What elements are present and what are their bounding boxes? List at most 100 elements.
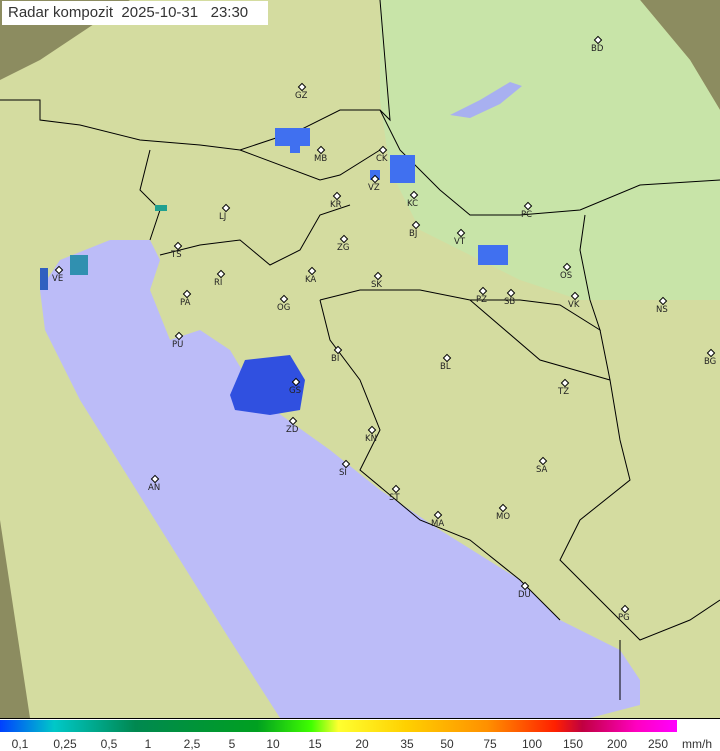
legend-tick-label: 75 xyxy=(483,737,497,751)
city-label-vt: VT xyxy=(454,237,466,247)
radar-map[interactable] xyxy=(0,0,720,719)
city-label-pc: PC xyxy=(521,210,533,220)
city-marker-icon xyxy=(221,203,231,213)
city-marker-icon xyxy=(182,289,192,299)
city-label-mb: MB xyxy=(314,154,328,164)
city-marker-icon xyxy=(433,510,443,520)
city-label-ts: TS xyxy=(171,250,182,260)
city-label-kr: KR xyxy=(330,200,342,210)
city-marker-icon xyxy=(378,145,388,155)
legend-tick-label: 20 xyxy=(355,737,369,751)
city-label-pg: PG xyxy=(618,613,630,623)
city-marker-icon xyxy=(339,234,349,244)
city-label-sa: SA xyxy=(536,465,548,475)
city-marker-icon xyxy=(658,296,668,306)
legend-tick-label: 35 xyxy=(400,737,414,751)
city-label-ns: NS xyxy=(656,305,668,315)
legend-tick-label: 1 xyxy=(144,737,152,751)
city-marker-icon xyxy=(150,474,160,484)
city-marker-icon xyxy=(373,271,383,281)
precipitation-echoes xyxy=(40,128,508,415)
city-marker-icon xyxy=(173,241,183,251)
legend-unit: mm/h xyxy=(682,737,712,751)
city-marker-icon xyxy=(391,484,401,494)
city-label-lj: LJ xyxy=(219,212,227,222)
city-label-vz: VZ xyxy=(368,183,380,193)
city-marker-icon xyxy=(620,604,630,614)
city-label-gs: GS xyxy=(289,386,301,396)
legend-tick-label: 10 xyxy=(266,737,280,751)
legend-tick-label: 100 xyxy=(521,737,543,751)
legend-tick-label: 0,25 xyxy=(53,737,77,751)
city-label-tz: TZ xyxy=(558,387,570,397)
city-label-ma: MA xyxy=(431,519,445,529)
legend-tick-label: 15 xyxy=(308,737,322,751)
city-marker-icon xyxy=(279,294,289,304)
legend-tick-label: 150 xyxy=(562,737,584,751)
city-label-bd: BD xyxy=(591,44,604,54)
city-marker-icon xyxy=(411,220,421,230)
city-marker-icon xyxy=(370,174,380,184)
precipitation-color-scale xyxy=(0,720,677,732)
city-marker-icon xyxy=(307,266,317,276)
city-label-sb: SB xyxy=(504,297,516,307)
city-marker-icon xyxy=(442,353,452,363)
city-marker-icon xyxy=(409,190,419,200)
city-marker-icon xyxy=(216,269,226,279)
legend-tick-label: 0,1 xyxy=(11,737,29,751)
city-marker-icon xyxy=(520,581,530,591)
city-marker-icon xyxy=(333,345,343,355)
city-label-ri: RI xyxy=(214,278,223,288)
city-label-ve: VE xyxy=(52,274,64,284)
legend-tick-label: 200 xyxy=(606,737,628,751)
city-label-zg: ZG xyxy=(337,243,350,253)
city-marker-icon xyxy=(288,416,298,426)
city-marker-icon xyxy=(341,459,351,469)
city-label-du: DU xyxy=(518,590,531,600)
adriatic-sea xyxy=(40,240,640,718)
city-marker-icon xyxy=(538,456,548,466)
city-marker-icon xyxy=(174,331,184,341)
city-marker-icon xyxy=(297,82,307,92)
city-label-an: AN xyxy=(148,483,161,493)
city-marker-icon xyxy=(560,378,570,388)
city-label-bj: BJ xyxy=(409,229,418,239)
city-label-st: ST xyxy=(389,493,400,503)
city-label-gz: GZ xyxy=(295,91,308,101)
city-marker-icon xyxy=(367,425,377,435)
city-label-ck: CK xyxy=(376,154,388,164)
city-label-pz: PZ xyxy=(476,295,487,305)
city-marker-icon xyxy=(523,201,533,211)
country-borders xyxy=(0,0,720,700)
city-label-pa: PA xyxy=(180,298,191,308)
legend-tick-label: 0,5 xyxy=(100,737,118,751)
city-label-kc: KC xyxy=(407,199,419,209)
city-marker-icon xyxy=(706,348,716,358)
city-label-ka: KA xyxy=(305,275,317,285)
city-label-sk: SK xyxy=(371,280,382,290)
legend-tick-label: 5 xyxy=(228,737,236,751)
city-marker-icon xyxy=(562,262,572,272)
city-label-bi: BI xyxy=(331,354,340,364)
city-marker-icon xyxy=(332,191,342,201)
legend-tick-label: 2,5 xyxy=(183,737,201,751)
city-marker-icon xyxy=(570,291,580,301)
city-label-kn: KN xyxy=(365,434,377,444)
map-title: Radar kompozit 2025-10-31 23:30 xyxy=(2,1,268,25)
city-label-og: OG xyxy=(277,303,291,313)
city-label-mo: MO xyxy=(496,512,511,522)
city-label-os: OS xyxy=(560,271,573,281)
legend-tick-label: 50 xyxy=(440,737,454,751)
legend-labels: 0,1 0,25 0,5 1 2,5 5 10 15 20 35 50 75 100 150 200 250 m… xyxy=(0,737,720,751)
city-label-pu: PU xyxy=(172,340,184,350)
lake-balaton xyxy=(450,82,522,118)
city-marker-icon xyxy=(291,377,301,387)
land-east xyxy=(380,0,720,300)
city-marker-icon xyxy=(506,288,516,298)
city-marker-icon xyxy=(54,265,64,275)
city-label-vk: VK xyxy=(568,300,580,310)
city-label-si: SI xyxy=(339,468,347,478)
city-marker-icon xyxy=(498,503,508,513)
city-label-bl: BL xyxy=(440,362,451,372)
city-label-bg: BG xyxy=(704,357,717,367)
